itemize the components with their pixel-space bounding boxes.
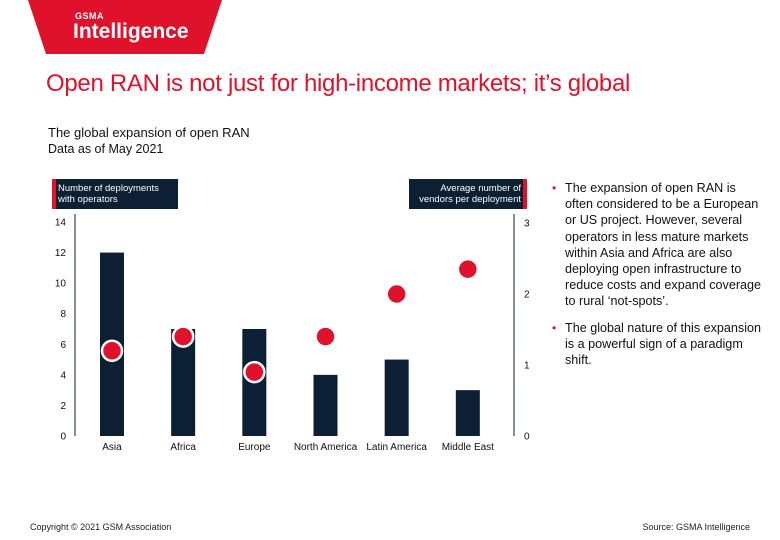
x-tick-label: Africa xyxy=(170,442,196,453)
bullet-item: • The global nature of this expansion is … xyxy=(552,320,762,369)
left-tick-label: 8 xyxy=(60,309,66,320)
x-tick-label: Asia xyxy=(102,442,122,453)
left-tick-label: 0 xyxy=(60,432,66,443)
chart-title: The global expansion of open RAN xyxy=(48,125,250,140)
left-tick-label: 12 xyxy=(55,248,67,259)
chart-subtitle: Data as of May 2021 xyxy=(48,142,164,156)
x-tick-label: North America xyxy=(294,442,358,453)
bar-middle-east xyxy=(455,390,480,436)
dot-latin-america xyxy=(385,282,408,306)
right-axis-label: Average number of vendors per deployment xyxy=(409,179,527,209)
x-tick-label: Middle East xyxy=(442,442,494,453)
page-title: Open RAN is not just for high-income mar… xyxy=(46,70,631,97)
footer-source: Source: GSMA Intelligence xyxy=(642,522,750,532)
dot-middle-east xyxy=(456,257,480,281)
x-tick-label: Latin America xyxy=(366,442,427,453)
right-tick-label: 1 xyxy=(524,361,530,372)
brand-banner xyxy=(28,0,222,54)
left-label-accent xyxy=(52,179,56,209)
left-tick-label: 10 xyxy=(55,279,67,290)
left-tick-label: 14 xyxy=(55,218,67,229)
dot-europe xyxy=(243,360,266,384)
x-tick-label: Europe xyxy=(238,442,271,453)
right-tick-label: 0 xyxy=(524,432,530,443)
bullet-item: • The expansion of open RAN is often cons… xyxy=(552,180,762,310)
bullet-dot: • xyxy=(552,181,557,195)
left-tick-label: 4 xyxy=(60,370,66,381)
left-tick-label: 2 xyxy=(60,401,66,412)
bar-north-america xyxy=(313,374,338,436)
dot-north-america xyxy=(314,325,337,348)
left-axis-label: Number of deployments with operators xyxy=(52,179,178,209)
bullet-list: • The expansion of open RAN is often cons… xyxy=(552,180,762,378)
right-tick-label: 2 xyxy=(524,290,530,301)
bullet-text: The global nature of this expansion is a… xyxy=(565,320,762,368)
brand-intelligence: Intelligence xyxy=(73,20,189,43)
dot-asia xyxy=(100,339,124,363)
left-tick-label: 6 xyxy=(60,340,66,351)
dot-africa xyxy=(171,325,195,348)
right-tick-label: 3 xyxy=(524,219,530,230)
bullet-dot: • xyxy=(552,320,557,335)
right-label-accent xyxy=(523,179,527,209)
bullet-text: The expansion of open RAN is often consi… xyxy=(565,181,762,309)
brand-gsma: GSMA xyxy=(75,11,104,21)
bar-latin-america xyxy=(384,359,409,436)
footer-copyright: Copyright © 2021 GSM Association xyxy=(30,522,172,532)
